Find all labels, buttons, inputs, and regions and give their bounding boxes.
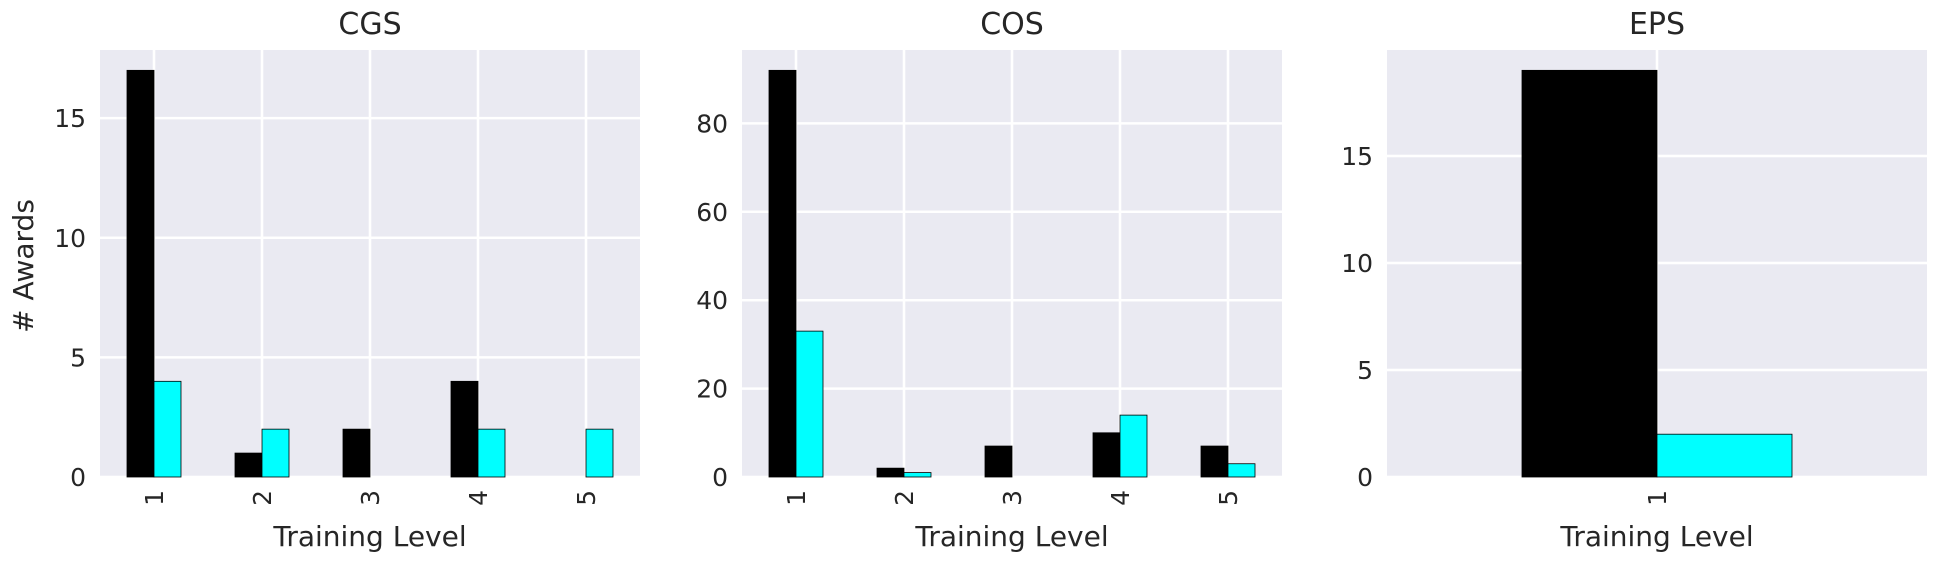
y-tick-label: 80 xyxy=(696,109,728,138)
bar-series-2-cat-1 xyxy=(153,380,182,478)
y-tick-label: 0 xyxy=(1357,463,1373,492)
y-tick-label: 15 xyxy=(54,104,86,133)
x-tick-label: 3 xyxy=(356,490,385,506)
y-tick-label: 10 xyxy=(1341,249,1373,278)
x-tick-label: 3 xyxy=(998,490,1027,506)
bar-series-2-cat-5 xyxy=(1227,463,1256,478)
bar-series-2-cat-2 xyxy=(261,428,290,478)
bar-series-2-cat-4 xyxy=(1119,414,1148,478)
x-axis-label: Training Level xyxy=(1559,520,1753,553)
y-tick-label: 40 xyxy=(696,286,728,315)
chart-title: EPS xyxy=(1629,7,1685,42)
bar-series-1-cat-1 xyxy=(1521,69,1658,478)
chart-title: COS xyxy=(980,7,1044,42)
x-tick-label: 2 xyxy=(890,490,919,506)
y-tick-label: 0 xyxy=(70,463,86,492)
chart-panel-cos: 0 20 40 60 80 1 2 3 4 5 COS Training Level xyxy=(696,7,1282,553)
y-axis-label: # Awards xyxy=(7,199,40,333)
x-tick-label: 1 xyxy=(782,490,811,506)
bar-series-2-cat-2 xyxy=(903,472,932,478)
y-tick-label: 10 xyxy=(54,224,86,253)
bar-series-1-cat-2 xyxy=(876,467,905,478)
chart-panel-eps: 0 5 10 15 1 EPS Training Level xyxy=(1341,7,1927,553)
bar-series-1-cat-4 xyxy=(1092,432,1121,478)
x-tick-label: 5 xyxy=(572,490,601,506)
y-tick-label: 60 xyxy=(696,198,728,227)
x-axis-label: Training Level xyxy=(272,520,466,553)
bar-series-1-cat-2 xyxy=(234,452,263,478)
bar-series-2-cat-5 xyxy=(585,428,614,478)
bar-series-1-cat-1 xyxy=(126,69,155,478)
y-tick-label: 5 xyxy=(70,343,86,372)
x-tick-label: 1 xyxy=(140,490,169,506)
bar-series-1-cat-4 xyxy=(450,380,479,478)
bar-series-2-cat-1 xyxy=(795,330,824,478)
x-tick-label: 5 xyxy=(1214,490,1243,506)
bar-series-1-cat-1 xyxy=(768,69,797,478)
bar-series-2-cat-1 xyxy=(1656,433,1793,478)
y-tick-label: 20 xyxy=(696,375,728,404)
bar-series-1-cat-5 xyxy=(1200,445,1229,478)
bar-series-2-cat-4 xyxy=(477,428,506,478)
x-tick-label: 4 xyxy=(464,490,493,506)
x-tick-label: 1 xyxy=(1643,490,1672,506)
chart-panel-cgs: 0 5 10 15 1 2 3 4 5 CGS Training Level xyxy=(54,7,640,553)
x-axis-label: Training Level xyxy=(914,520,1108,553)
chart-title: CGS xyxy=(338,7,401,42)
y-tick-label: 5 xyxy=(1357,356,1373,385)
x-tick-label: 4 xyxy=(1106,490,1135,506)
bar-series-1-cat-3 xyxy=(342,428,371,478)
bar-series-1-cat-3 xyxy=(984,445,1013,478)
x-tick-label: 2 xyxy=(248,490,277,506)
y-tick-label: 15 xyxy=(1341,142,1373,171)
y-tick-label: 0 xyxy=(712,463,728,492)
